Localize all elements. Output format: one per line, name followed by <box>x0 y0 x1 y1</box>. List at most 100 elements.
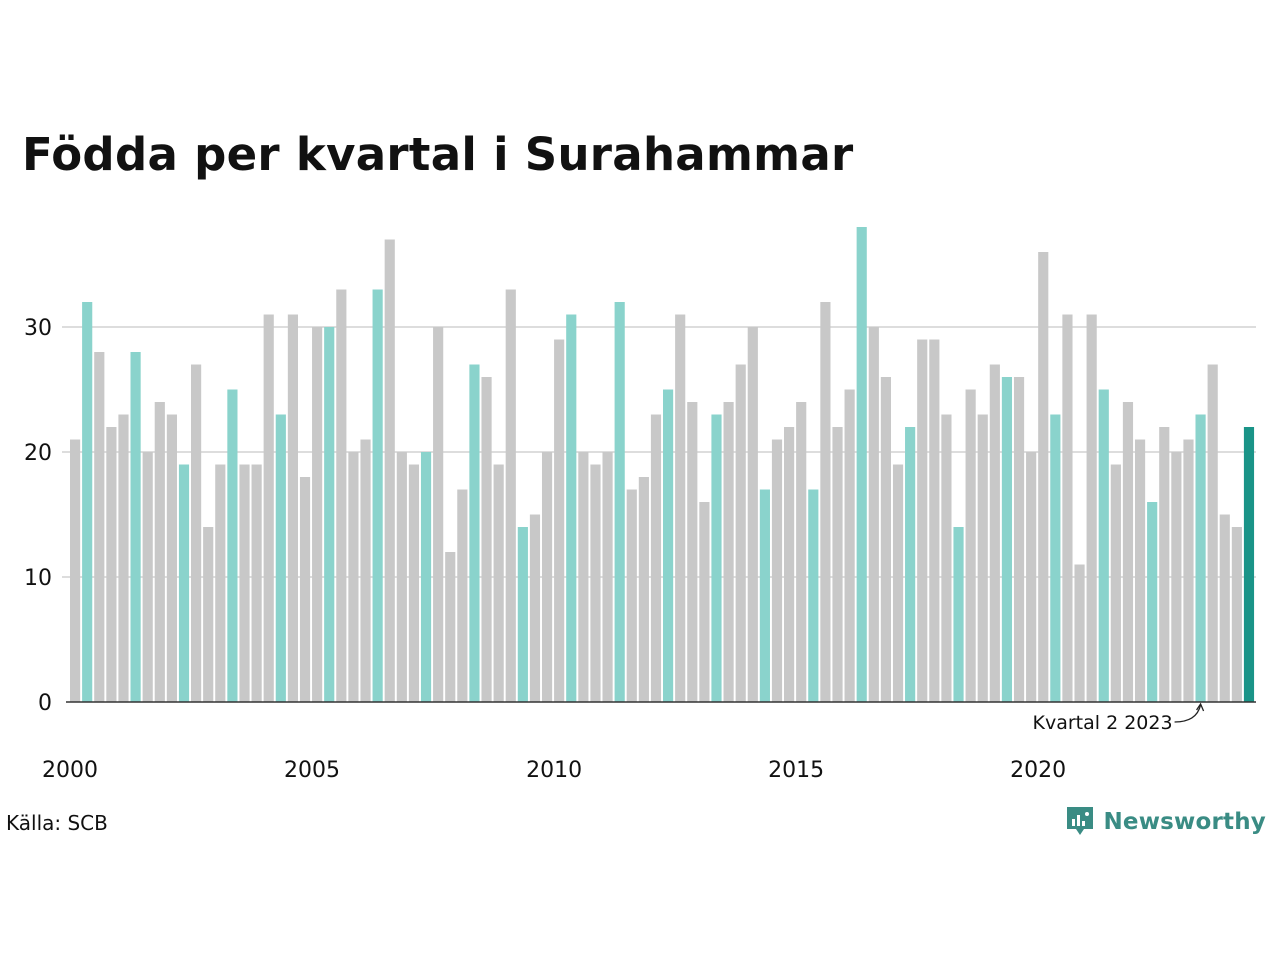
bar <box>747 327 758 702</box>
bar <box>566 314 577 702</box>
y-tick-label: 10 <box>24 566 52 591</box>
x-tick-label: 2010 <box>526 758 582 783</box>
x-tick-label: 2005 <box>284 758 340 783</box>
bar-chart: 0 10 20 30 2000 2005 2010 2015 2020 Kvartal 2 2… <box>24 227 1256 783</box>
bar <box>457 489 468 702</box>
bar <box>626 489 637 702</box>
bar <box>263 314 274 702</box>
bar <box>905 427 916 702</box>
bar <box>408 464 420 702</box>
bar <box>517 527 528 702</box>
bar <box>433 327 444 702</box>
bar <box>796 402 807 702</box>
bars <box>70 227 1255 702</box>
bar <box>251 464 262 702</box>
bar <box>118 414 129 702</box>
bar <box>275 414 286 702</box>
bar <box>469 364 480 702</box>
bar <box>759 489 770 702</box>
bar <box>505 289 516 702</box>
bar <box>1195 414 1206 702</box>
bar <box>299 477 311 702</box>
annotation-arrow <box>1174 704 1202 723</box>
bar <box>1001 377 1013 702</box>
brand: Newsworthy <box>1065 805 1266 839</box>
bar <box>372 289 383 702</box>
bar <box>820 302 831 702</box>
bar <box>1171 452 1182 702</box>
bar <box>203 527 214 702</box>
bar <box>844 389 855 702</box>
newsworthy-logo-icon <box>1067 807 1094 835</box>
bar <box>614 302 625 702</box>
bar <box>699 502 710 702</box>
bar <box>989 364 1000 702</box>
bar <box>929 339 940 702</box>
bar <box>215 464 226 702</box>
bar <box>1038 252 1049 702</box>
bar <box>154 402 165 702</box>
bar <box>384 239 395 702</box>
bar <box>142 452 153 702</box>
bar <box>977 414 988 702</box>
bar <box>191 364 202 702</box>
bar <box>178 464 190 702</box>
bar <box>941 414 952 702</box>
bar <box>1122 402 1134 702</box>
bar <box>82 302 93 702</box>
bar <box>1147 502 1158 702</box>
bar <box>348 452 359 702</box>
y-axis-ticks: 0 10 20 30 <box>24 316 52 716</box>
bar <box>227 389 238 702</box>
bar <box>638 477 649 702</box>
bar <box>239 464 250 702</box>
bar <box>1231 527 1242 702</box>
bar <box>856 227 867 702</box>
y-tick-label: 30 <box>24 316 52 341</box>
bar <box>420 452 432 702</box>
bar <box>578 452 589 702</box>
bar <box>735 364 746 702</box>
bar <box>917 339 928 702</box>
bar <box>832 427 843 702</box>
bar <box>493 464 504 702</box>
bar <box>541 452 553 702</box>
bar <box>1074 564 1085 702</box>
bar <box>1062 314 1073 702</box>
y-tick-label: 0 <box>38 691 52 716</box>
bar <box>590 464 601 702</box>
bar <box>868 327 879 702</box>
bar <box>1134 439 1146 702</box>
bar <box>650 414 662 702</box>
bar <box>312 327 323 702</box>
annotation-label: Kvartal 2 2023 <box>1033 712 1173 734</box>
bar <box>1219 514 1230 702</box>
source-note: Källa: SCB <box>6 811 108 835</box>
bar <box>396 452 407 702</box>
bar <box>481 377 492 702</box>
chart-title: Födda per kvartal i Surahammar <box>22 128 854 181</box>
bar <box>336 289 347 702</box>
bar <box>675 314 686 702</box>
bar <box>94 352 105 702</box>
x-tick-label: 2000 <box>42 758 98 783</box>
bar <box>1050 414 1061 702</box>
bar <box>554 339 565 702</box>
bar <box>324 327 335 702</box>
bar <box>602 452 613 702</box>
bar <box>808 489 819 702</box>
bar <box>1026 452 1037 702</box>
bar <box>130 352 141 702</box>
bar <box>106 427 117 702</box>
bar <box>166 414 177 702</box>
bar <box>1013 377 1025 702</box>
bar <box>687 402 698 702</box>
y-tick-label: 20 <box>24 441 52 466</box>
x-tick-label: 2020 <box>1010 758 1066 783</box>
bar <box>892 464 904 702</box>
bar <box>529 514 541 702</box>
annotation: Kvartal 2 2023 <box>1033 702 1205 734</box>
x-tick-label: 2015 <box>768 758 824 783</box>
bar <box>1159 427 1170 702</box>
x-axis-ticks: 2000 2005 2010 2015 2020 <box>42 758 1066 783</box>
